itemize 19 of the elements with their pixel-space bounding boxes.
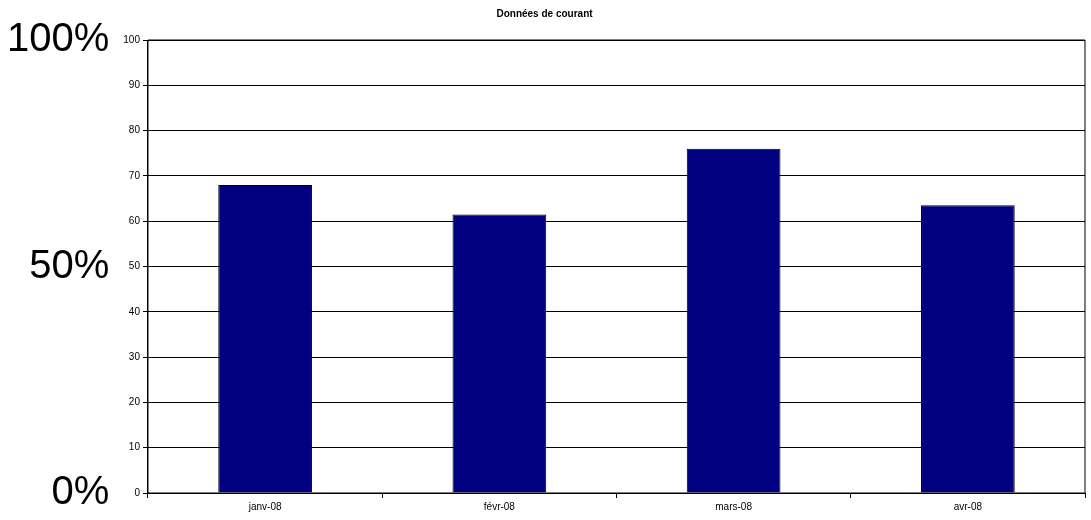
x-tick-label: janv-08 xyxy=(247,500,282,512)
y-tick-label: 70 xyxy=(128,169,141,181)
y2-tick-label: 0% xyxy=(51,468,110,513)
y-tick-label: 20 xyxy=(128,396,141,408)
y-tick-label: 60 xyxy=(128,214,141,226)
x-tick-label: mars-08 xyxy=(715,500,753,512)
y-tick-label: 80 xyxy=(128,124,141,136)
y-tick-label: 100 xyxy=(123,33,141,45)
x-tick-label: févr-08 xyxy=(483,500,516,512)
x-tick-label: avr-08 xyxy=(953,500,983,512)
y-tick-label: 40 xyxy=(128,305,141,317)
chart-title: Données de courant xyxy=(496,7,594,19)
y-tick-label: 90 xyxy=(128,79,141,91)
y-tick-label: 50 xyxy=(128,260,141,272)
y-tick-label: 0 xyxy=(134,486,141,498)
y2-tick-label: 50% xyxy=(29,241,110,286)
y2-tick-label: 100% xyxy=(6,15,110,60)
y-tick-label: 10 xyxy=(128,441,141,453)
y-tick-label: 30 xyxy=(128,350,141,362)
